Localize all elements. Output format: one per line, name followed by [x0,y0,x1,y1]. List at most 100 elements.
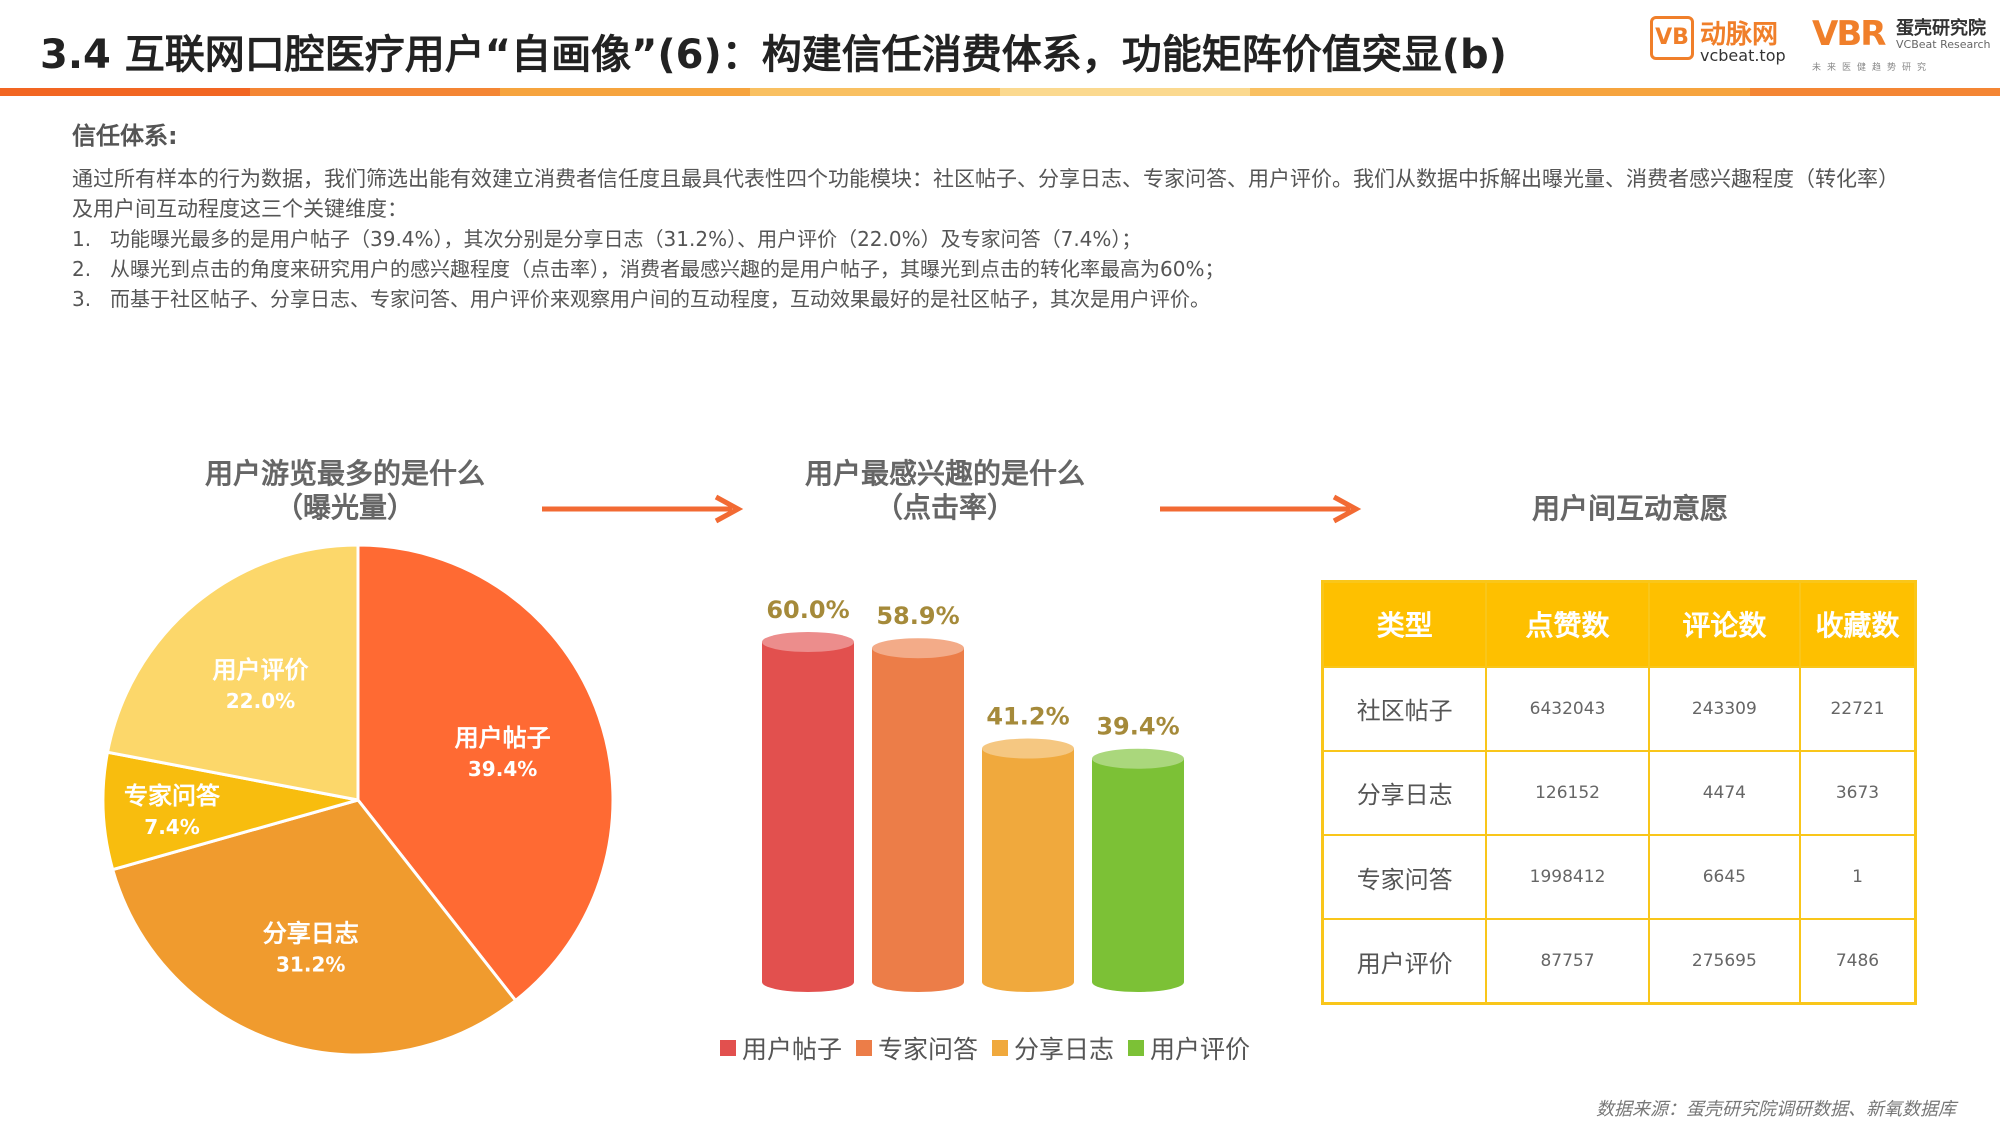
table-cell: 87757 [1485,918,1650,1005]
legend-item: 分享日志 [992,1030,1114,1066]
header: 3.4 互联网口腔医疗用户“自画像”(6)：构建信任消费体系，功能矩阵价值突显(… [0,0,2000,96]
title-bar-segment [750,88,1000,96]
table-cell: 275695 [1647,918,1801,1005]
table-cell: 126152 [1485,749,1650,837]
list-item: 3. 而基于社区帖子、分享日志、专家问答、用户评价来观察用户间的互动程度，互动效果… [72,284,1892,314]
legend-swatch [720,1040,736,1056]
table-cell: 6432043 [1485,665,1650,752]
point-text: 而基于社区帖子、分享日志、专家问答、用户评价来观察用户间的互动程度，互动效果最好… [110,287,1210,311]
legend-swatch [1128,1040,1145,1056]
bar-value-label: 58.9% [876,602,959,630]
table-cell: 6645 [1647,833,1801,921]
title-bar-segment [500,88,750,96]
pie-chart-title: 用户游览最多的是什么 （曝光量） [150,457,540,525]
vbr-logo-mark: VBR [1812,14,1886,54]
table-cell: 社区帖子 [1321,665,1488,752]
list-item: 2. 从曝光到点击的角度来研究用户的感兴趣程度（点击率），消费者最感兴趣的是用户帖… [72,254,1892,284]
pie-slice-value: 22.0% [226,689,295,713]
trust-points: 1. 功能曝光最多的是用户帖子（39.4%），其次分别是分享日志（31.2%）、用… [72,224,1892,314]
pie-slice [101,750,359,872]
title-bar-segment [1750,88,2000,96]
table-cell: 专家问答 [1321,833,1488,921]
title-bar-segment [1500,88,1750,96]
table-cell: 1 [1798,833,1917,921]
table-row: 社区帖子 6432043 243309 22721 [1321,665,1917,752]
click-rate-bar-chart: 60.0% 58.9% 41.2% 39.4% [762,596,1184,992]
list-item: 1. 功能曝光最多的是用户帖子（39.4%），其次分别是分享日志（31.2%）、用… [72,224,1892,254]
vcbeat-logo: VB 动脉网 vcbeat.top [1650,14,1800,65]
trust-heading: 信任体系: [72,122,178,150]
legend-item: 专家问答 [856,1030,978,1066]
bar-cylinder [872,648,964,992]
page-title: 3.4 互联网口腔医疗用户“自画像”(6)：构建信任消费体系，功能矩阵价值突显(… [40,32,1507,78]
table-cell: 1998412 [1485,833,1650,921]
pie-slice [110,798,518,1057]
pie-slice-label: 用户评价 [212,656,309,684]
exposure-pie-chart: 用户帖子 39.4% 分享日志 31.2% 专家问答 7.4% 用户评价 22.0% [101,543,615,1057]
legend-label: 用户帖子 [742,1035,843,1064]
table-row: 用户评价 87757 275695 7486 [1321,918,1917,1005]
bar-value-label: 60.0% [766,596,849,624]
table-row: 专家问答 1998412 6645 1 [1321,833,1917,921]
pie-slice-label: 用户帖子 [455,724,551,752]
point-text: 从曝光到点击的角度来研究用户的感兴趣程度（点击率），消费者最感兴趣的是用户帖子，… [110,257,1225,281]
bar-cylinder-top [1092,748,1184,769]
bar-chart-title-line1: 用户最感兴趣的是什么 [804,457,1085,490]
pie-chart-title-line2: （曝光量） [274,491,415,524]
column-header: 点赞数 [1485,580,1650,668]
vbr-logo-subtitle: 未来医健趋势研究 [1812,63,1933,73]
legend-swatch [856,1040,873,1056]
bar-chart-title-line2: （点击率） [874,491,1015,524]
pie-slice-value: 31.2% [276,953,345,977]
pie-slice-value: 7.4% [144,815,199,839]
legend-label: 分享日志 [1014,1035,1115,1064]
pie-slice-value: 39.4% [468,757,537,781]
table-cell: 7486 [1798,918,1917,1005]
pie-slice [356,543,615,1003]
legend-swatch [992,1040,1009,1056]
trust-intro: 通过所有样本的行为数据，我们筛选出能有效建立消费者信任度且最具代表性四个功能模块… [72,167,1889,221]
vcbeat-logo-name: 动脉网 [1700,20,1779,50]
bar-cylinder-top [872,638,964,659]
arrow-head [1332,494,1362,524]
bar-chart-legend: 用户帖子 专家问答 分享日志 用户评价 [720,1030,1250,1066]
flow-arrow-right-icon [1160,494,1362,524]
legend-item: 用户帖子 [720,1030,842,1066]
vbr-logo-name-en: VCBeat Research [1896,38,1991,51]
title-bar-segment [250,88,500,96]
vbr-logo: VBR 蛋壳研究院 VCBeat Research 未来医健趋势研究 [1812,12,1992,73]
table-cell: 4474 [1647,749,1801,837]
arrow-head [714,494,744,524]
table-cell: 243309 [1647,665,1801,752]
vbr-logo-name-cn: 蛋壳研究院 [1896,18,1986,39]
table-cell: 22721 [1798,665,1917,752]
bar-value-label: 39.4% [1096,713,1179,741]
bar-value-label: 41.2% [986,703,1069,731]
bar-cylinder-top [762,632,854,652]
point-number: 2. [72,257,92,281]
column-header: 类型 [1321,580,1488,668]
vcbeat-logo-url: vcbeat.top [1700,46,1786,65]
bar-cylinder-top [982,738,1074,759]
table-cell: 用户评价 [1321,918,1488,1005]
table-header-row: 类型 点赞数 评论数 收藏数 [1321,580,1917,668]
legend-item: 用户评价 [1128,1030,1250,1066]
bar-chart-title: 用户最感兴趣的是什么 （点击率） [750,457,1140,525]
bar-cylinder [762,642,854,992]
table-cell: 分享日志 [1321,749,1488,837]
pie-slice [105,543,360,802]
pie-slice-label: 分享日志 [263,920,359,948]
data-source-note: 数据来源：蛋壳研究院调研数据、新氧数据库 [1596,1099,1956,1120]
vcbeat-logo-mark: VB [1650,16,1694,60]
title-bar-segment [0,88,250,96]
column-header: 收藏数 [1798,580,1917,668]
point-number: 1. [72,227,92,251]
column-header: 评论数 [1647,580,1801,668]
table-title: 用户间互动意愿 [1531,492,1728,525]
point-number: 3. [72,287,92,311]
pie-slice-label: 专家问答 [124,782,221,810]
legend-label: 专家问答 [878,1035,979,1064]
legend-label: 用户评价 [1150,1035,1251,1064]
bar-cylinder [1092,758,1184,992]
flow-arrow-right-icon [542,494,744,524]
